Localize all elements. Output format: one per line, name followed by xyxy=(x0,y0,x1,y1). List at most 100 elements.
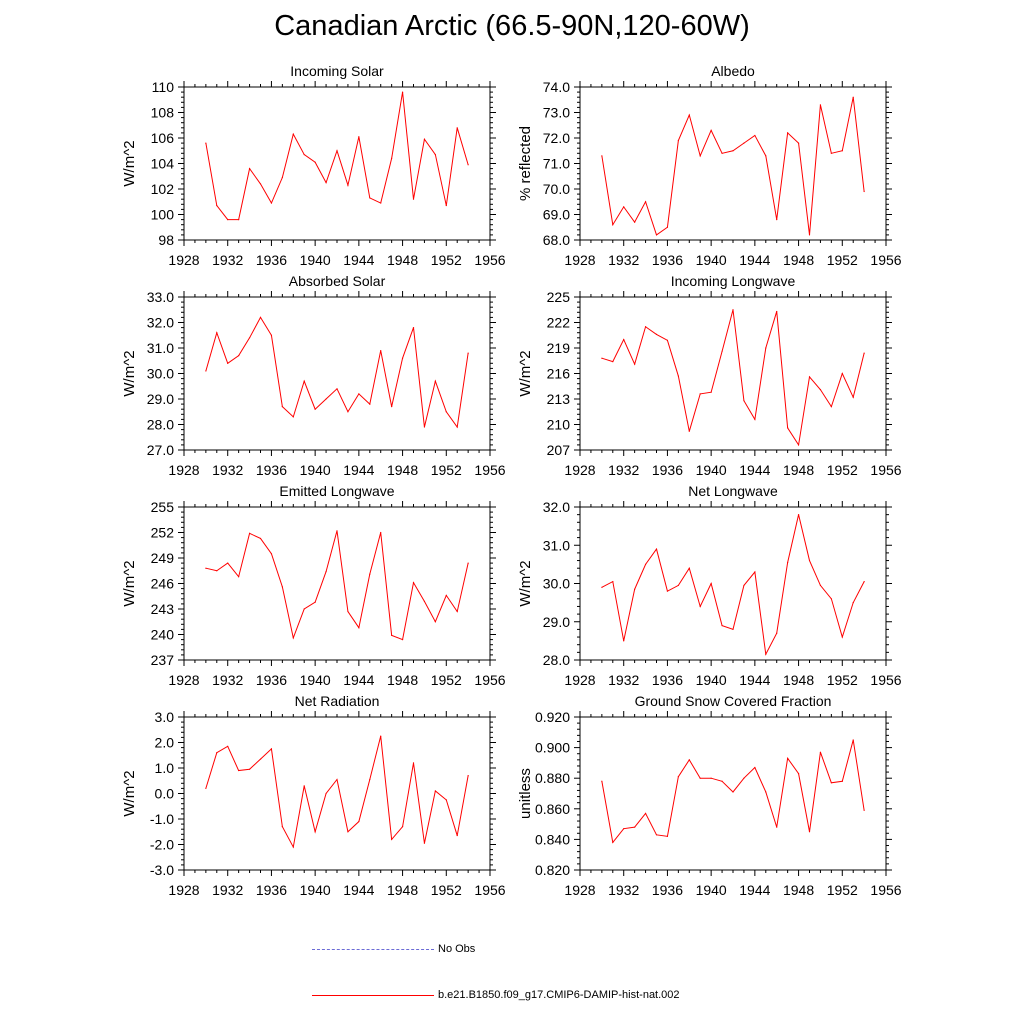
data-point xyxy=(227,362,229,364)
data-point xyxy=(634,826,636,828)
x-tick-label: 1948 xyxy=(387,252,418,268)
data-point xyxy=(623,206,625,208)
x-tick-label: 1952 xyxy=(827,672,858,688)
data-point xyxy=(721,350,723,352)
x-tick-label: 1932 xyxy=(608,882,639,898)
y-tick-label: 3.0 xyxy=(155,709,175,725)
chart-panel: 1928 1932 1936 1940 1944 1948 1952 1956 0.820 0.8… xyxy=(517,693,902,898)
x-tick-label: 1936 xyxy=(256,462,287,478)
data-point xyxy=(434,621,436,623)
x-tick-label: 1932 xyxy=(608,672,639,688)
y-tick-label: 74.0 xyxy=(543,79,570,95)
x-tick-label: 1944 xyxy=(343,672,374,688)
data-point xyxy=(336,778,338,781)
x-tick-label: 1948 xyxy=(783,882,814,898)
panel-title: Emitted Longwave xyxy=(279,483,394,499)
y-tick-label: 0.840 xyxy=(535,831,570,847)
data-point xyxy=(412,582,415,584)
plot-frame xyxy=(579,296,887,451)
data-point xyxy=(347,411,349,413)
data-point xyxy=(248,768,251,770)
data-point xyxy=(358,393,360,395)
x-tick-label: 1948 xyxy=(783,672,814,688)
data-point xyxy=(863,580,865,583)
data-point xyxy=(797,514,800,516)
y-tick-label: 70.0 xyxy=(543,181,570,197)
x-tick-label: 1936 xyxy=(652,252,683,268)
data-point xyxy=(677,139,679,142)
data-point xyxy=(808,559,811,562)
y-tick-label: 30.0 xyxy=(147,366,174,382)
data-point xyxy=(634,221,636,223)
data-point xyxy=(819,751,822,753)
data-point xyxy=(325,571,327,573)
data-point xyxy=(612,841,614,844)
x-tick-label: 1952 xyxy=(431,882,462,898)
data-point xyxy=(688,430,690,432)
data-point xyxy=(634,363,636,365)
data-point xyxy=(303,380,305,382)
x-tick-label: 1936 xyxy=(256,252,287,268)
data-point xyxy=(358,136,360,138)
data-point xyxy=(710,129,712,131)
data-point xyxy=(655,834,658,836)
data-point xyxy=(314,831,316,833)
data-point xyxy=(238,576,240,578)
series-line xyxy=(205,316,469,429)
data-point xyxy=(754,134,756,137)
data-point xyxy=(732,309,734,311)
data-point xyxy=(808,831,811,833)
y-axis-label: W/m^2 xyxy=(517,560,534,606)
data-point xyxy=(325,398,327,400)
data-point xyxy=(380,349,382,352)
y-tick-label: 246 xyxy=(151,576,175,592)
series-line xyxy=(205,736,469,849)
x-tick-label: 1928 xyxy=(564,882,595,898)
y-tick-label: 28.0 xyxy=(147,417,174,433)
data-point xyxy=(412,327,415,329)
y-tick-label: 98 xyxy=(158,232,174,248)
data-point xyxy=(227,562,229,564)
data-point xyxy=(205,142,207,144)
data-point xyxy=(677,584,679,587)
data-point xyxy=(238,219,240,221)
data-point xyxy=(445,411,447,413)
y-tick-label: 71.0 xyxy=(543,156,570,172)
data-point xyxy=(205,370,207,372)
x-tick-label: 1940 xyxy=(696,672,727,688)
x-tick-label: 1928 xyxy=(168,672,199,688)
data-point xyxy=(248,337,251,339)
x-tick-label: 1952 xyxy=(827,462,858,478)
chart-panel: 1928 1932 1936 1940 1944 1948 1952 1956 27.0 28.0… xyxy=(121,273,506,478)
data-point xyxy=(270,202,273,204)
x-tick-label: 1936 xyxy=(652,462,683,478)
data-point xyxy=(325,182,327,184)
data-point xyxy=(391,157,393,159)
x-tick-label: 1932 xyxy=(608,462,639,478)
data-point xyxy=(841,780,843,782)
y-tick-label: 33.0 xyxy=(147,289,174,305)
data-point xyxy=(336,388,338,390)
x-tick-label: 1952 xyxy=(827,252,858,268)
data-point xyxy=(401,91,404,93)
y-tick-label: 69.0 xyxy=(543,207,570,223)
y-tick-label: 68.0 xyxy=(543,232,570,248)
data-point xyxy=(644,563,647,565)
y-tick-label: 216 xyxy=(547,366,571,382)
y-tick-label: 27.0 xyxy=(147,442,174,458)
data-point xyxy=(710,391,712,393)
data-point xyxy=(259,758,262,760)
y-tick-label: 29.0 xyxy=(543,614,570,630)
data-point xyxy=(423,138,426,140)
x-tick-label: 1936 xyxy=(256,672,287,688)
data-point xyxy=(456,834,458,837)
y-tick-label: 102 xyxy=(151,181,175,197)
data-point xyxy=(380,202,382,204)
data-point xyxy=(830,152,832,154)
x-tick-label: 1952 xyxy=(431,462,462,478)
series-line xyxy=(601,514,865,656)
chart-panel: 1928 1932 1936 1940 1944 1948 1952 1956 207 210 21… xyxy=(517,273,902,478)
y-axis-label: W/m^2 xyxy=(121,770,138,816)
y-tick-label: -1.0 xyxy=(150,811,174,827)
